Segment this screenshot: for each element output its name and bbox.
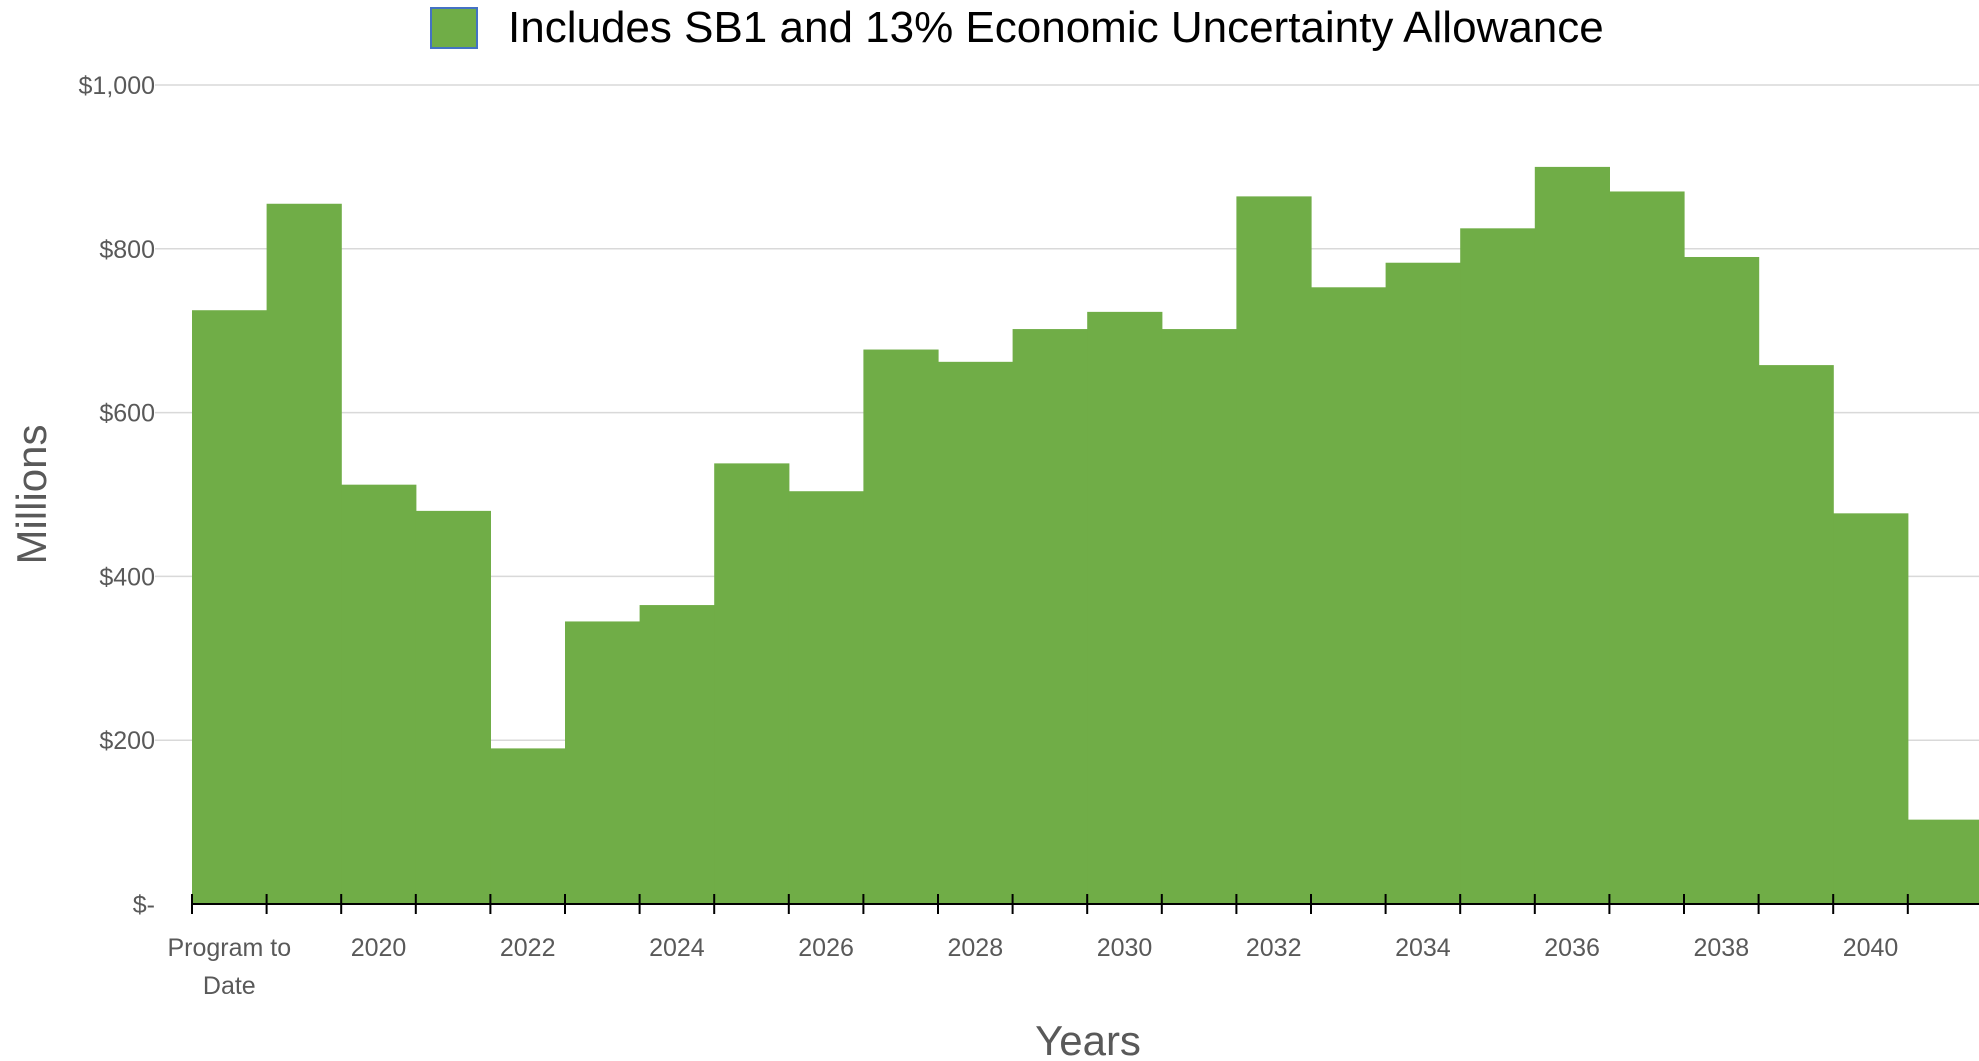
y-tick-labels: $- $200 $400 $600 $800 $1,000 (79, 72, 155, 919)
x-tick-label: 2038 (1693, 934, 1749, 962)
y-tick-label: $800 (99, 236, 155, 264)
legend-swatch (430, 7, 478, 49)
area-step (1758, 365, 1834, 904)
y-axis-title: Millions (8, 424, 55, 564)
area-step (490, 748, 566, 904)
y-tick-label: $400 (99, 563, 155, 591)
x-tick-label: 2022 (500, 934, 556, 962)
area-step (714, 463, 790, 904)
area-step (1907, 819, 1979, 904)
area-step (1684, 256, 1760, 904)
area-step (1161, 329, 1237, 904)
x-tick-label: Program to Date (167, 934, 291, 1000)
bars (192, 166, 1979, 905)
legend: Includes SB1 and 13% Economic Uncertaint… (430, 3, 1604, 52)
area-step (1534, 166, 1610, 904)
area-step (1609, 191, 1685, 905)
area-step (1236, 196, 1312, 904)
x-axis-title: Years (1035, 1017, 1141, 1061)
area-step (1311, 287, 1387, 905)
area-step (788, 491, 864, 904)
legend-label: Includes SB1 and 13% Economic Uncertaint… (508, 3, 1604, 52)
area-step (341, 484, 417, 904)
x-axis (191, 894, 1979, 914)
x-tick-label: 2032 (1246, 934, 1302, 962)
x-tick-label: 2030 (1097, 934, 1153, 962)
y-tick-label: $600 (99, 400, 155, 428)
x-tick-label: 2034 (1395, 934, 1451, 962)
x-tick-labels: Program to Date 2020 2022 2024 2026 2028 2030 20… (167, 934, 1898, 1000)
y-tick-label: $- (133, 891, 155, 919)
area-step (639, 605, 715, 904)
x-tick-label: 2026 (798, 934, 854, 962)
area-step (1087, 311, 1163, 904)
area-step (1012, 329, 1088, 904)
area-step (1385, 262, 1461, 904)
area-step (1833, 513, 1909, 904)
x-tick-label: 2040 (1843, 934, 1899, 962)
y-tick-label: $1,000 (79, 72, 155, 100)
area-step (565, 621, 641, 904)
area-step (938, 361, 1014, 904)
x-tick-label: 2036 (1544, 934, 1600, 962)
x-tick-label: 2028 (947, 934, 1003, 962)
x-tick-label: 2020 (351, 934, 407, 962)
area-step (415, 510, 491, 904)
area-step (192, 310, 268, 905)
y-tick-label: $200 (99, 727, 155, 755)
x-tick-label: 2024 (649, 934, 705, 962)
area-step (863, 349, 939, 904)
area-step (1460, 228, 1536, 904)
area-step (266, 203, 342, 904)
